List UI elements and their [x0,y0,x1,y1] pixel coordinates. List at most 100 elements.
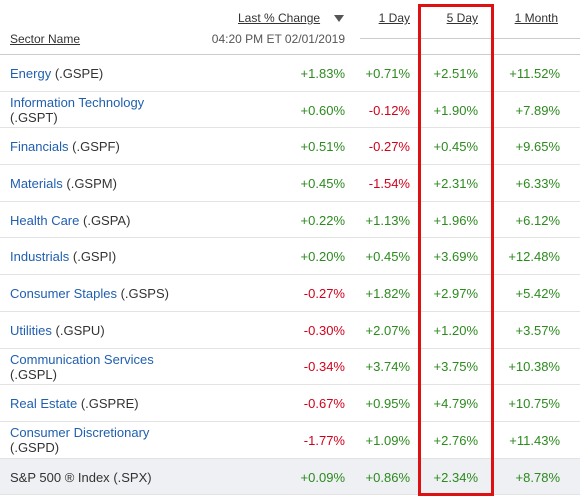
sector-name[interactable]: Utilities [10,322,52,338]
sector-name[interactable]: Consumer Staples [10,286,117,302]
sector-cell: Consumer Staples (.GSPS) [10,286,190,301]
change-value: +0.60% [300,102,345,118]
sector-symbol: (.GSPF) [72,139,120,155]
table-row: Health Care (.GSPA) +0.22% +1.13% +1.96% +6.… [0,202,580,239]
change-value: +11.43% [509,432,560,448]
table-row: Utilities (.GSPU) -0.30% +2.07% +1.20% +3.57… [0,312,580,349]
sector-symbol: (.GSPD) [10,440,60,456]
header-rule [0,54,580,55]
change-value: +3.75% [433,359,478,375]
sector-cell: Real Estate (.GSPRE) [10,396,190,411]
table-row: Information Technology (.GSPT) +0.60% -0.1… [0,92,580,129]
change-value: +10.75% [508,396,560,412]
table-row: Energy (.GSPE) +1.83% +0.71% +2.51% +11.52% [0,55,580,92]
change-value: -0.12% [368,102,410,118]
change-value: +0.45% [300,175,345,191]
sort-arrow [334,15,344,22]
change-value: +5.42% [515,286,560,302]
change-value: +3.74% [365,359,410,375]
sector-name[interactable]: Industrials [10,249,70,265]
change-value: -0.34% [303,359,345,375]
sort-header[interactable]: Last % Change [238,11,320,25]
change-value: -0.27% [303,286,345,302]
sector-symbol: (.GSPS) [120,286,169,302]
change-value: +4.79% [433,396,478,412]
table-row: Consumer Discretionary (.GSPD) -1.77% +1.0… [0,422,580,459]
sector-symbol: (.GSPI) [72,249,117,265]
table-row: Consumer Staples (.GSPS) -0.27% +1.82% +2.9… [0,275,580,312]
sector-cell: Industrials (.GSPI) [10,249,190,264]
sector-name[interactable]: Financials [10,139,69,155]
change-value: +0.95% [365,396,410,412]
timestamp: 04:20 PM ET 02/01/2019 [211,32,345,46]
sector-name[interactable]: Real Estate [10,396,78,412]
sector-symbol: (.GSPE) [54,65,104,81]
header-label[interactable]: 1 Day [378,11,410,25]
change-value: +1.13% [365,212,410,228]
change-value: +8.78% [515,469,560,485]
change-value: +0.45% [365,249,410,265]
sector-symbol: (.GSPRE) [80,396,139,412]
sector-name[interactable]: Consumer Discretionary [10,425,150,441]
table-row: S&P 500 ® Index (.SPX) +0.09% +0.86% +2.34%… [0,458,580,496]
sector-symbol: (.GSPA) [83,212,131,228]
change-value: +10.38% [508,359,560,375]
sector-name[interactable]: Communication Services [10,351,154,367]
change-value: +1.09% [365,432,410,448]
sector-cell: Communication Services (.GSPL) [10,352,190,382]
table-row: Materials (.GSPM) +0.45% -1.54% +2.31% +6.33… [0,165,580,202]
change-value: +1.82% [365,286,410,302]
change-value: +0.20% [300,249,345,265]
change-value: +0.86% [365,469,410,485]
change-value: +2.76% [433,432,478,448]
sector-symbol: (.GSPU) [55,322,105,338]
sector-cell: Utilities (.GSPU) [10,323,190,338]
highlight-box [418,4,494,496]
change-value: +0.71% [365,65,410,81]
sector-symbol: (.GSPL) [10,366,57,382]
header-label[interactable]: 5 Day [446,11,478,25]
change-value: -1.54% [368,175,410,191]
change-value: +1.20% [433,322,478,338]
change-value: +3.57% [515,322,560,338]
change-value: -1.77% [303,432,345,448]
table-row: Communication Services (.GSPL) -0.34% +3.7… [0,349,580,386]
change-value: +0.45% [433,139,478,155]
sector-cell: S&P 500 ® Index (.SPX) [10,470,190,485]
sector-cell: Financials (.GSPF) [10,139,190,154]
sector-cell: Health Care (.GSPA) [10,213,190,228]
change-value: +7.89% [515,102,560,118]
change-value: +12.48% [508,249,560,265]
sector-symbol: (.GSPT) [10,110,58,126]
sector-name: S&P 500 ® Index [10,469,110,485]
sector-cell: Consumer Discretionary (.GSPD) [10,425,190,455]
change-value: +6.12% [515,212,560,228]
header-label[interactable]: Last % Change [238,11,321,25]
sector-symbol: (.GSPM) [66,175,117,191]
sector-name[interactable]: Health Care [10,212,80,228]
header-label[interactable]: Sector Name [10,32,81,46]
header-label[interactable]: 1 Month [514,11,558,25]
change-value: +2.31% [433,175,478,191]
sector-cell: Information Technology (.GSPT) [10,95,190,125]
change-value: +1.96% [433,212,478,228]
change-value: +1.90% [433,102,478,118]
change-value: +0.51% [300,139,345,155]
change-value: +0.09% [300,469,345,485]
sector-cell: Materials (.GSPM) [10,176,190,191]
change-value: +2.97% [433,286,478,302]
table-row: Financials (.GSPF) +0.51% -0.27% +0.45% +9.6… [0,128,580,166]
change-value: +0.22% [300,212,345,228]
change-value: -0.27% [368,139,410,155]
change-value: +2.34% [433,469,478,485]
change-value: -0.30% [303,322,345,338]
change-value: +2.51% [433,65,478,81]
sector-symbol: (.SPX) [113,469,152,485]
sector-name[interactable]: Information Technology [10,95,145,111]
table-row: Real Estate (.GSPRE) -0.67% +0.95% +4.79% +1… [0,385,580,422]
change-value: +3.69% [433,249,478,265]
sector-name[interactable]: Energy [10,65,52,81]
sector-name[interactable]: Materials [10,175,63,191]
header-rule [360,38,580,39]
